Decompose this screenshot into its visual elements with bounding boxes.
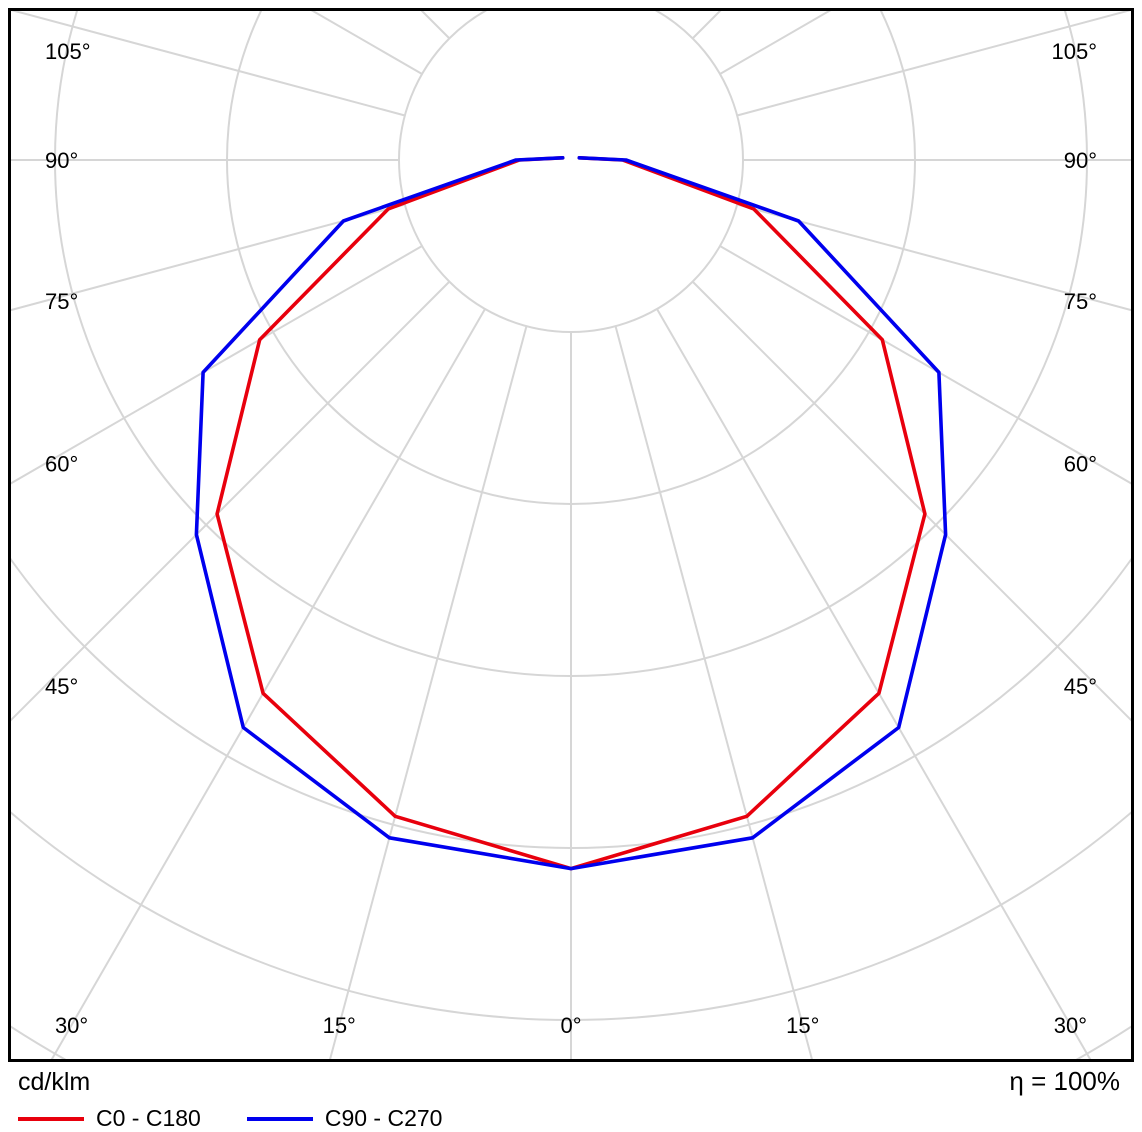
angle-label: 105°: [45, 39, 91, 64]
angle-label: 30°: [1054, 1013, 1087, 1038]
angle-label: 60°: [1064, 452, 1097, 477]
grid-ring: [398, 11, 744, 333]
grid-ray: [736, 203, 1131, 312]
legend-label-c90-c270: C90 - C270: [324, 1105, 443, 1131]
angle-label: 0°: [560, 1013, 581, 1038]
grid-ray: [691, 280, 1131, 722]
units-label: cd/klm: [18, 1068, 91, 1096]
grid-ray: [736, 11, 1131, 117]
grid-ray: [11, 280, 451, 722]
grid-ray: [656, 308, 1092, 1059]
grid-ray: [11, 203, 406, 312]
legend-label-c0-c180: C0 - C180: [96, 1105, 201, 1131]
grid-ray: [50, 308, 486, 1059]
angle-label: 60°: [45, 452, 78, 477]
angle-label: 90°: [45, 148, 78, 173]
curve-c90-c270: [194, 156, 948, 871]
grid-ray: [719, 245, 1131, 485]
efficiency-label: η = 100%: [1009, 1066, 1120, 1096]
legend-item-c90-c270: C90 - C270: [246, 1105, 443, 1132]
c90-c270-line-swatch: [246, 1116, 313, 1121]
chart-footer: cd/klm η = 100% C0 - C180 C90 - C270: [8, 1066, 1134, 1132]
angle-label: 15°: [323, 1013, 356, 1038]
angle-label: 105°: [1051, 39, 1097, 64]
angle-label: 15°: [786, 1013, 819, 1038]
polar-grid: [11, 11, 1131, 1059]
legend: C0 - C180 C90 - C270: [8, 1105, 1134, 1132]
angle-label: 45°: [45, 674, 78, 699]
grid-ray: [329, 325, 528, 1059]
angle-label: 45°: [1064, 674, 1097, 699]
angle-label: 75°: [45, 289, 78, 314]
grid-ray: [11, 245, 423, 485]
polar-chart: 0° 15° 15° 30° 30° 45° 45° 60° 60° 75° 75° 90° 90° 10…: [11, 11, 1131, 1059]
grid-ray: [11, 11, 406, 117]
angle-label: 30°: [55, 1013, 88, 1038]
angle-label: 75°: [1064, 289, 1097, 314]
angle-label: 90°: [1064, 148, 1097, 173]
grid-ray: [614, 325, 813, 1059]
footer-top-row: cd/klm η = 100%: [8, 1066, 1134, 1097]
legend-item-c0-c180: C0 - C180: [18, 1105, 201, 1132]
c0-c180-line-swatch: [18, 1116, 84, 1121]
angle-labels: 0° 15° 15° 30° 30° 45° 45° 60° 60° 75° 75° 90° 90° 10…: [45, 39, 1097, 1038]
polar-chart-frame: 0° 15° 15° 30° 30° 45° 45° 60° 60° 75° 75° 90° 90° 10…: [8, 8, 1134, 1062]
